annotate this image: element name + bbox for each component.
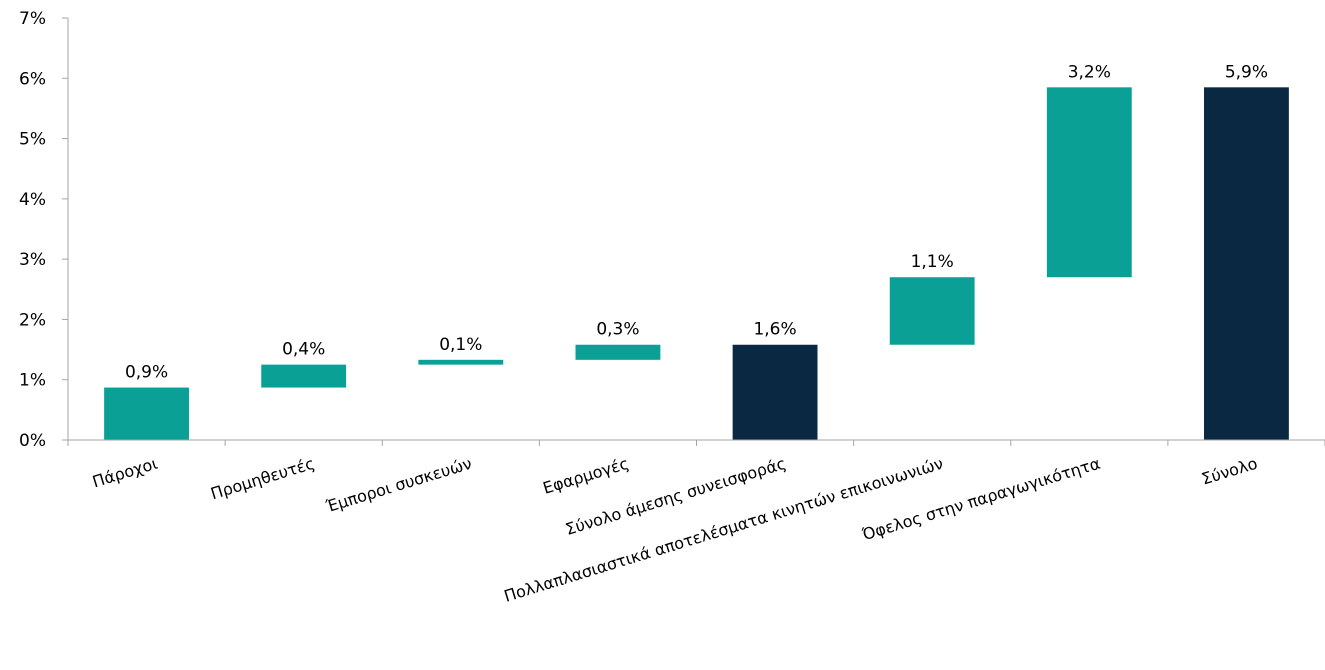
data-label: 5,9% [1225,62,1268,82]
y-axis: 0% 1% 2% 3% 4% 5% 6% 7% [19,9,69,451]
y-tick-label: 1% [19,371,46,391]
increment-bar [261,364,347,388]
y-tick-label: 7% [19,9,46,29]
category-label: Έμποροι συσκευών [323,454,474,517]
data-label: 0,1% [439,335,482,355]
data-label: 1,1% [911,252,954,272]
y-tick-label: 0% [19,431,46,451]
total-bar [1204,87,1289,440]
y-tick-label: 2% [19,310,46,330]
category-label: Σύνολο [1199,454,1259,489]
increment-bar [418,359,504,365]
data-label: 1,6% [753,320,796,340]
y-tick-label: 4% [19,190,46,210]
data-label: 0,4% [282,340,325,360]
data-label: 0,9% [125,363,168,383]
category-label: Πάροχοι [90,454,160,492]
y-tick-label: 3% [19,250,46,270]
increment-bar [104,387,189,440]
category-label: Προμηθευτές [208,454,317,504]
bars: 0,9% 0,4% 0,1% 0,3% 1,6% 1,1% 3,2% 5,9% [104,62,1289,440]
increment-bar [1046,87,1132,278]
y-tick-label: 6% [19,69,46,89]
total-bar [732,344,818,440]
increment-bar [889,277,975,345]
data-label: 3,2% [1068,62,1111,82]
increment-bar [575,344,661,360]
category-label: Εφαρμογές [541,454,632,498]
y-tick-label: 5% [19,130,46,150]
x-axis: Πάροχοι Προμηθευτές Έμποροι συσκευών Εφαρμο… [67,439,1325,606]
data-label: 0,3% [596,320,639,340]
